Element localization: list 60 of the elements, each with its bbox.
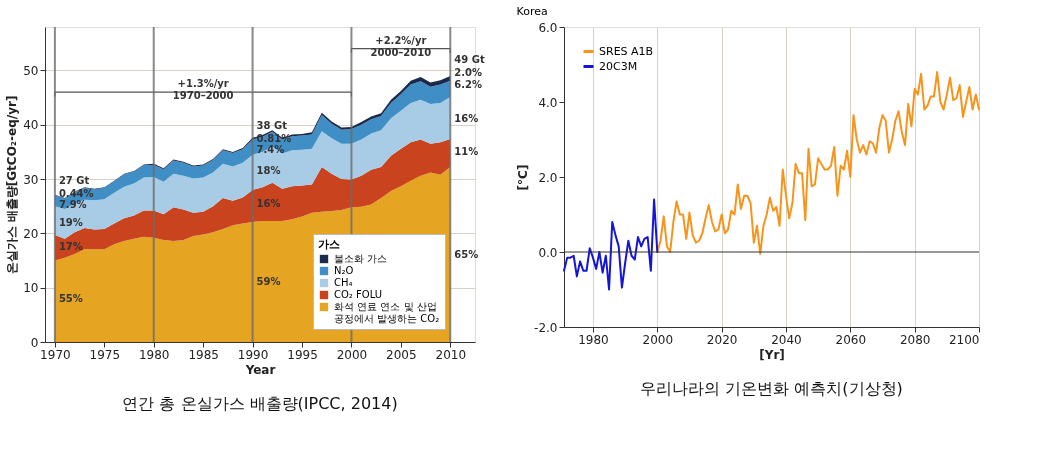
x-tick-label: 2005	[386, 347, 417, 362]
legend-label: 20C3M	[599, 59, 638, 73]
annotation: 18%	[256, 164, 281, 176]
y-tick-label: 10	[23, 281, 39, 296]
text: 연간 총 온실가스 배출량(IPCC, 2014)	[122, 394, 398, 413]
x-tick-label: 1980	[138, 347, 170, 362]
y-tick-label: 6.0	[538, 20, 558, 35]
annotation: 59%	[256, 276, 281, 288]
y-tick-label: 30	[23, 172, 39, 187]
annotation: +2.2%/yr 2000–2010	[370, 34, 432, 58]
x-tick-label: 2080	[899, 332, 931, 347]
y-tick-label: 2.0	[538, 170, 558, 185]
legend-title: 가스	[318, 238, 340, 251]
x-tick-label: 2000	[642, 332, 674, 347]
text: 우리나라의 기온변화 예측치(기상청)	[640, 379, 903, 398]
legend-label: CO₂ FOLU	[334, 289, 383, 300]
annotation: 19%	[58, 216, 83, 228]
x-axis-title: Year	[244, 362, 276, 377]
annotation: 17%	[58, 240, 83, 252]
x-tick-label: 2020	[706, 332, 738, 347]
legend-label: 불소화 가스	[334, 253, 388, 264]
annotation: 11%	[454, 145, 479, 157]
annotation: 55%	[58, 292, 83, 304]
x-tick-label: 2040	[771, 332, 802, 347]
annotation: 7.9%	[58, 198, 87, 210]
legend-label: 화석 연료 연소 및 산업 공정에서 발생하는 CO₂	[334, 301, 440, 324]
y-tick-label: 40	[23, 118, 39, 133]
annotation: 49 Gt	[454, 53, 485, 65]
x-tick-label: 1995	[287, 347, 318, 362]
legend-label: N₂O	[334, 265, 354, 276]
annotation: 16%	[256, 197, 281, 209]
legend-label: CH₄	[334, 277, 353, 288]
y-axis-title: 온실가스 배출량[GtCO₂-eq/yr]	[5, 95, 20, 275]
x-tick-label: 1975	[89, 347, 121, 362]
chart-title: Korea	[516, 5, 548, 18]
y-tick-label: 4.0	[538, 95, 558, 110]
x-tick-label: 1970	[40, 347, 71, 362]
legend-label: SRES A1B	[599, 44, 654, 58]
annotation: 38 Gt	[256, 119, 288, 131]
x-tick-label: 2060	[835, 332, 867, 347]
annotation: 0.81%	[256, 133, 292, 145]
x-tick-label: 1980	[578, 332, 609, 347]
annotation: 65%	[454, 249, 479, 261]
y-tick-label: 50	[23, 63, 39, 78]
y-tick-label: 0.0	[538, 245, 558, 260]
annotation: 2.0%	[454, 66, 483, 78]
annotation: 27 Gt	[58, 175, 90, 187]
annotation: 16%	[454, 113, 479, 125]
x-tick-label: 2100	[948, 332, 980, 347]
x-tick-label: 1990	[237, 347, 269, 362]
annotation: 6.2%	[454, 78, 483, 90]
y-tick-label: 20	[23, 226, 39, 241]
x-axis-title: [Yr]	[759, 347, 785, 362]
annotation: +1.3%/yr 1970–2000	[172, 78, 234, 102]
x-tick-label: 2000	[336, 347, 368, 362]
x-tick-label: 2010	[435, 347, 467, 362]
y-tick-label: 0	[30, 335, 39, 350]
x-tick-label: 1985	[188, 347, 219, 362]
y-tick-label: -2.0	[534, 320, 558, 335]
y-axis-title: [°C]	[516, 164, 531, 191]
